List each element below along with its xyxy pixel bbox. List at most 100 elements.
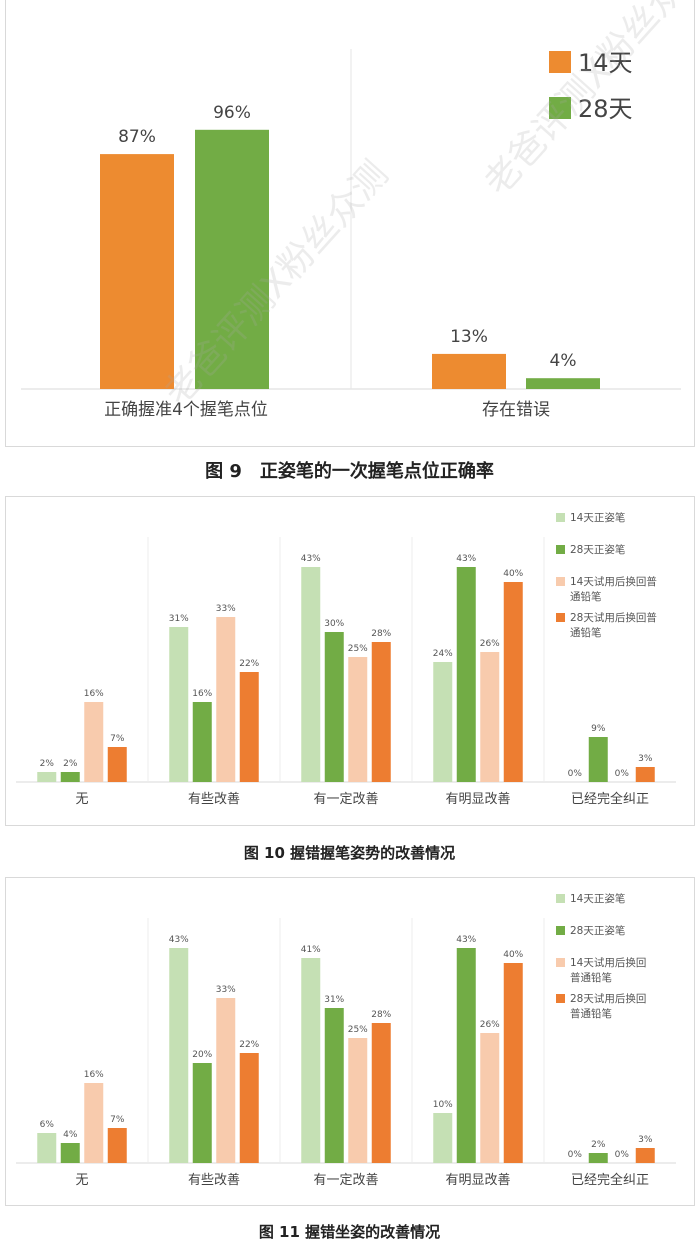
legend-label: 28天正姿笔 xyxy=(570,924,625,937)
bar xyxy=(301,567,321,782)
data-label: 2% xyxy=(63,759,78,769)
bar xyxy=(324,1008,344,1163)
data-label: 40% xyxy=(503,569,523,579)
data-label: 0% xyxy=(615,769,630,779)
chart-panel-fig9: 正确握准4个握笔点位 存在错误 87% 13% 96% 4% 14天 28天 xyxy=(5,0,695,447)
data-label: 7% xyxy=(110,1115,125,1125)
data-label: 0% xyxy=(615,1150,630,1160)
data-label: 7% xyxy=(110,734,125,744)
data-label: 4% xyxy=(550,351,577,371)
bar xyxy=(192,702,212,782)
data-label: 22% xyxy=(239,659,259,669)
bar xyxy=(195,129,269,390)
data-label: 33% xyxy=(216,604,236,614)
data-label: 16% xyxy=(192,689,212,699)
data-label: 87% xyxy=(118,127,156,147)
bar xyxy=(192,1063,212,1163)
data-label: 40% xyxy=(503,950,523,960)
data-label: 43% xyxy=(456,935,476,945)
x-tick-label: 有些改善 xyxy=(188,1172,240,1188)
legend-swatch xyxy=(549,97,571,119)
data-label: 2% xyxy=(591,1140,606,1150)
bar xyxy=(433,662,453,782)
legend-swatch xyxy=(556,513,565,522)
bar xyxy=(37,1133,57,1163)
legend-label: 通铅笔 xyxy=(570,590,602,603)
legend-swatch xyxy=(556,894,565,903)
data-label: 43% xyxy=(301,554,321,564)
data-label: 30% xyxy=(324,619,344,629)
data-label: 28% xyxy=(371,629,391,639)
data-label: 16% xyxy=(84,689,104,699)
figure-caption-9: 图 9 正姿笔的一次握笔点位正确率 xyxy=(205,461,494,482)
data-label: 24% xyxy=(433,649,453,659)
data-label: 26% xyxy=(480,639,500,649)
data-label: 13% xyxy=(450,327,488,347)
bar xyxy=(433,1113,453,1163)
data-label: 26% xyxy=(480,1020,500,1030)
data-label: 0% xyxy=(568,769,583,779)
bar xyxy=(588,737,608,782)
chart-svg-fig11: 无 6% 4% 16% 7% 有些改善 43% 20% 33% 22% 有一定改善 41% 31% 25%… xyxy=(16,892,676,1188)
legend-label: 28天正姿笔 xyxy=(570,543,625,556)
bar xyxy=(169,627,189,782)
x-tick-label: 存在错误 xyxy=(482,400,550,420)
data-label: 43% xyxy=(456,554,476,564)
data-label: 16% xyxy=(84,1070,104,1080)
data-label: 96% xyxy=(213,103,251,123)
x-tick-label: 有些改善 xyxy=(188,791,240,807)
bar xyxy=(216,998,236,1163)
bar xyxy=(84,1083,104,1163)
bar xyxy=(526,378,600,389)
bar xyxy=(60,1143,80,1163)
figure-caption-11: 图 11 握错坐姿的改善情况 xyxy=(258,1223,441,1241)
bar xyxy=(480,652,500,782)
chart-svg-fig10: 无 2% 2% 16% 7% 有些改善 31% 16% 33% 22% 有一定改善 43% 30% 25%… xyxy=(16,511,676,807)
x-tick-label: 无 xyxy=(75,792,88,807)
bar xyxy=(588,1153,608,1163)
legend-label: 14天试用后换回 xyxy=(570,956,646,969)
data-label: 33% xyxy=(216,985,236,995)
legend-label: 14天正姿笔 xyxy=(570,511,625,524)
data-label: 2% xyxy=(40,759,55,769)
legend-swatch xyxy=(556,613,565,622)
legend-swatch xyxy=(556,545,565,554)
bar xyxy=(60,772,80,782)
legend-label: 28天试用后换回普 xyxy=(570,611,657,624)
x-tick-label: 已经完全纠正 xyxy=(571,791,649,807)
bar xyxy=(239,1053,259,1163)
bar xyxy=(324,632,344,782)
bar xyxy=(371,642,391,782)
chart-svg-fig9: 正确握准4个握笔点位 存在错误 87% 13% 96% 4% 14天 28天 xyxy=(21,49,681,420)
legend-swatch xyxy=(549,51,571,73)
chart-panel-fig10: 无 2% 2% 16% 7% 有些改善 31% 16% 33% 22% 有一定改善 43% 30% 25%… xyxy=(5,496,695,826)
bar xyxy=(432,353,506,389)
legend-label: 14天正姿笔 xyxy=(570,892,625,905)
data-label: 3% xyxy=(638,1135,653,1145)
legend-swatch xyxy=(556,958,565,967)
x-tick-label: 有明显改善 xyxy=(445,1172,510,1188)
legend-label: 通铅笔 xyxy=(570,626,602,639)
x-tick-label: 有明显改善 xyxy=(445,791,510,807)
data-label: 25% xyxy=(348,644,368,654)
bar xyxy=(456,948,476,1163)
figure-caption-10: 图 10 握错握笔姿势的改善情况 xyxy=(243,844,456,862)
legend-label: 14天 xyxy=(578,49,633,77)
chart-panel-fig11: 无 6% 4% 16% 7% 有些改善 43% 20% 33% 22% 有一定改善 41% 31% 25%… xyxy=(5,877,695,1206)
data-label: 41% xyxy=(301,945,321,955)
data-label: 6% xyxy=(40,1120,55,1130)
data-label: 31% xyxy=(169,614,189,624)
legend-label: 普通铅笔 xyxy=(570,971,612,984)
x-tick-label: 无 xyxy=(75,1173,88,1188)
data-label: 31% xyxy=(324,995,344,1005)
data-label: 10% xyxy=(433,1100,453,1110)
data-label: 3% xyxy=(638,754,653,764)
legend-swatch xyxy=(556,926,565,935)
data-label: 22% xyxy=(239,1040,259,1050)
x-tick-label: 有一定改善 xyxy=(313,1172,378,1188)
bar xyxy=(216,617,236,782)
data-label: 20% xyxy=(192,1050,212,1060)
bar xyxy=(107,1128,127,1163)
legend-swatch xyxy=(556,577,565,586)
bar xyxy=(37,772,57,782)
